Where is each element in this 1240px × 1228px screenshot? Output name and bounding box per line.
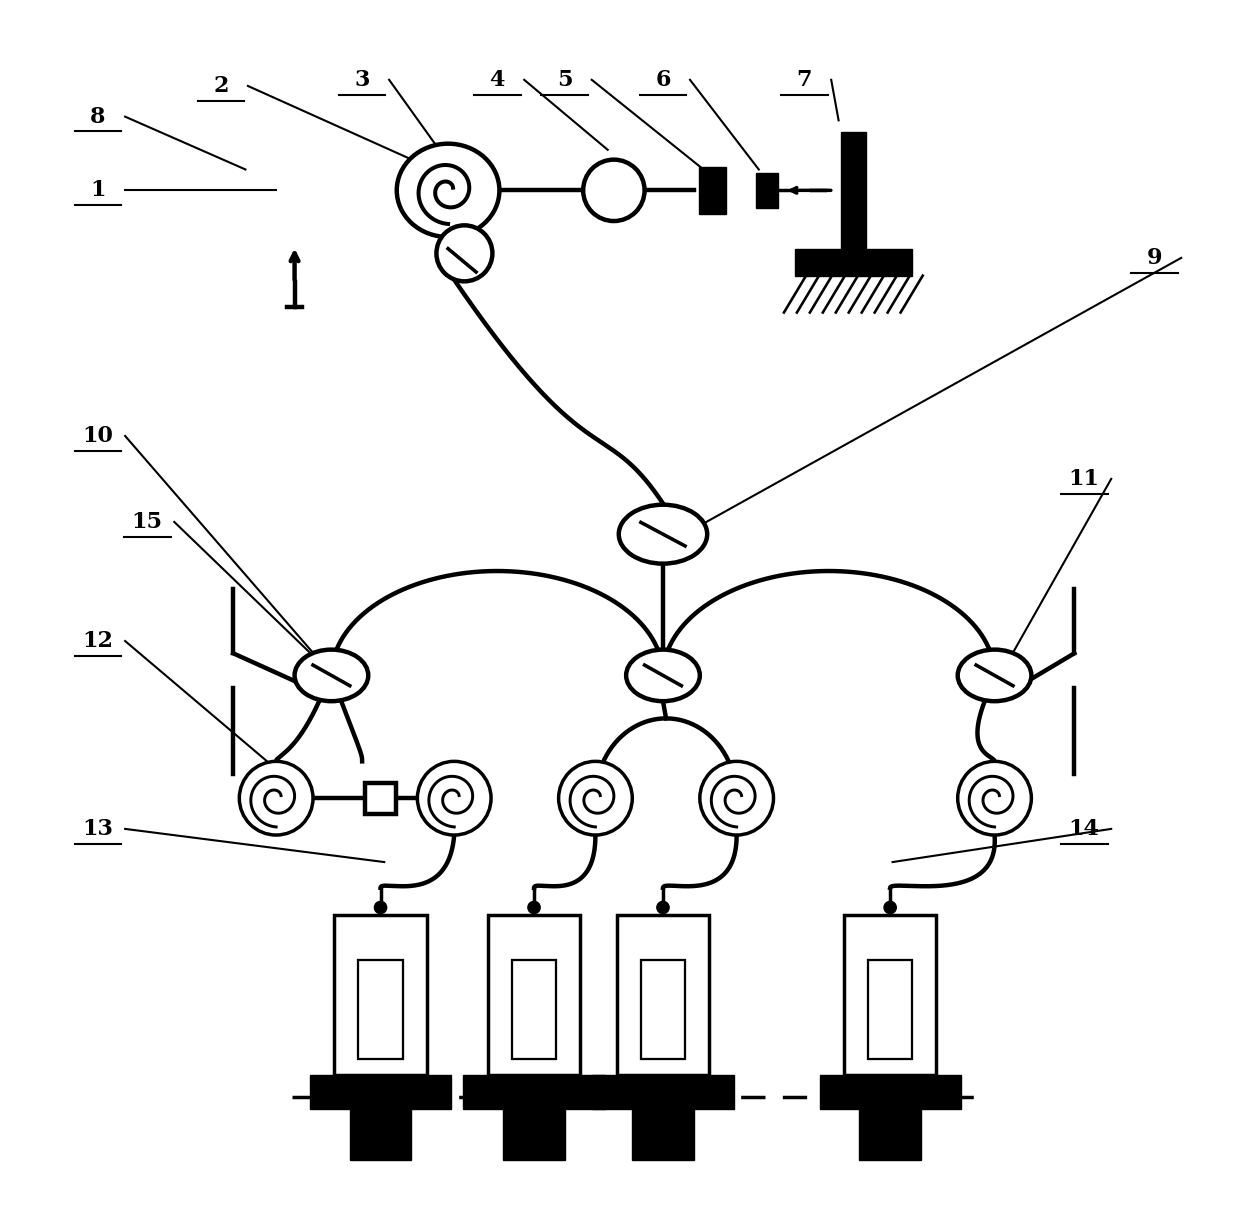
Text: 1: 1: [91, 179, 105, 201]
Circle shape: [583, 160, 645, 221]
Text: 10: 10: [83, 425, 114, 447]
Ellipse shape: [957, 650, 1032, 701]
Text: 4: 4: [490, 69, 505, 91]
Circle shape: [884, 901, 897, 914]
Circle shape: [699, 761, 774, 835]
Circle shape: [957, 761, 1032, 835]
Text: 13: 13: [83, 818, 114, 840]
Bar: [593, 1074, 734, 1109]
Text: 9: 9: [1147, 247, 1162, 269]
Bar: [618, 915, 709, 1074]
Ellipse shape: [619, 505, 707, 564]
Bar: [632, 1109, 693, 1160]
Bar: [366, 783, 396, 814]
Bar: [841, 133, 866, 249]
Bar: [464, 1074, 605, 1109]
Circle shape: [558, 761, 632, 835]
Circle shape: [528, 901, 541, 914]
Bar: [335, 915, 427, 1074]
Bar: [310, 1074, 451, 1109]
Text: 3: 3: [355, 69, 370, 91]
Bar: [512, 959, 557, 1059]
Ellipse shape: [295, 650, 368, 701]
Circle shape: [436, 226, 492, 281]
Bar: [859, 1109, 921, 1160]
Text: 14: 14: [1069, 818, 1100, 840]
Bar: [698, 167, 725, 214]
Bar: [820, 1074, 961, 1109]
Circle shape: [374, 901, 387, 914]
Text: 5: 5: [557, 69, 573, 91]
Circle shape: [239, 761, 312, 835]
Ellipse shape: [626, 650, 699, 701]
Circle shape: [657, 901, 670, 914]
Bar: [844, 915, 936, 1074]
Bar: [503, 1109, 564, 1160]
Bar: [868, 959, 913, 1059]
Text: 8: 8: [91, 106, 105, 128]
Text: 11: 11: [1069, 468, 1100, 490]
Bar: [641, 959, 684, 1059]
Bar: [350, 1109, 412, 1160]
Bar: [756, 173, 779, 208]
Bar: [795, 249, 911, 276]
Circle shape: [418, 761, 491, 835]
Bar: [489, 915, 580, 1074]
Text: 15: 15: [131, 511, 162, 533]
Bar: [358, 959, 403, 1059]
Text: 2: 2: [213, 75, 228, 97]
Text: 12: 12: [83, 630, 114, 652]
Text: 7: 7: [796, 69, 812, 91]
Text: 6: 6: [655, 69, 671, 91]
Ellipse shape: [397, 144, 500, 237]
